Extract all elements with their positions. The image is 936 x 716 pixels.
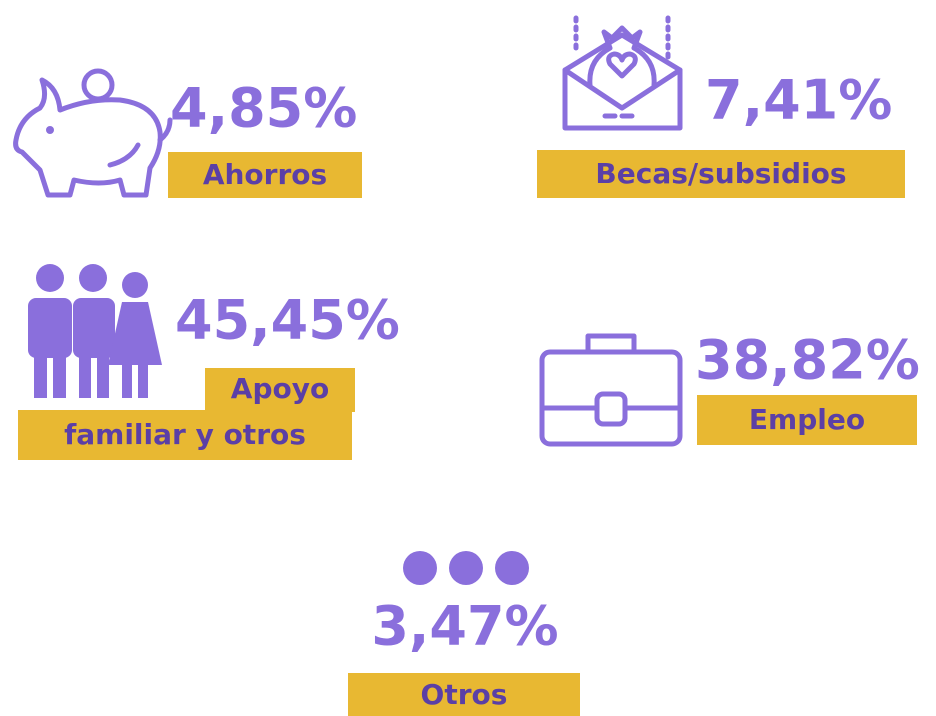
piggy-bank-icon: [13, 68, 173, 198]
label: Apoyo: [231, 372, 329, 405]
dots-icon: [403, 551, 529, 585]
label-box: [168, 152, 362, 198]
label-box: [697, 395, 917, 445]
value: 38,82%: [695, 329, 920, 392]
envelope-icon: [562, 15, 683, 131]
value: 45,45%: [175, 289, 400, 352]
label-box: [537, 150, 905, 198]
label: Empleo: [749, 403, 865, 436]
label-box: [205, 368, 355, 412]
family-icon: [28, 264, 162, 398]
label: familiar y otros: [64, 418, 306, 451]
value: 7,41%: [705, 69, 892, 132]
value: 4,85%: [170, 77, 357, 140]
value: 3,47%: [371, 595, 558, 658]
label: Becas/subsidios: [595, 157, 846, 190]
label: Otros: [421, 678, 508, 711]
label: Ahorros: [203, 158, 327, 191]
label-box: [348, 673, 580, 716]
briefcase-icon: [539, 333, 683, 447]
label-box: [18, 410, 352, 460]
